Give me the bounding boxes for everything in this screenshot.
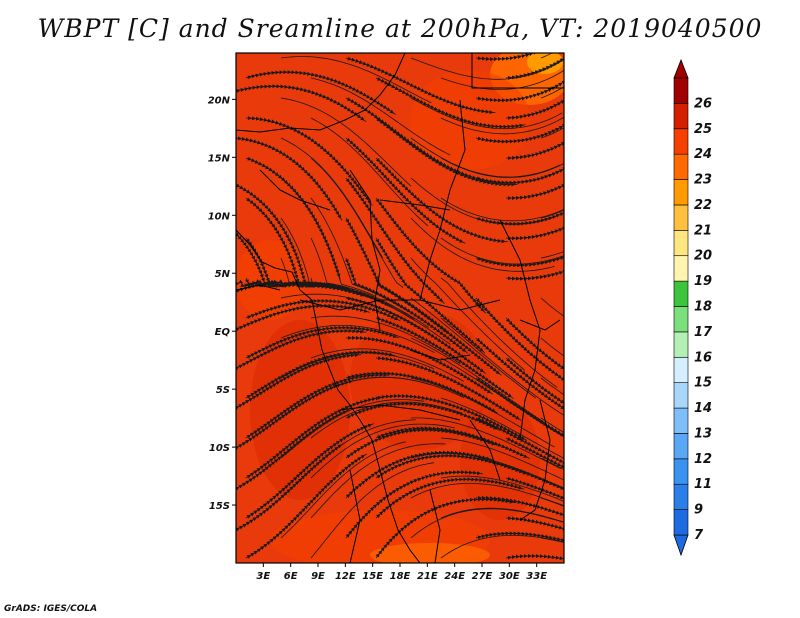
lat-tick-label: 15S <box>209 501 230 512</box>
colorbar-label: 21 <box>694 223 712 238</box>
colorbar-label: 11 <box>694 477 712 492</box>
colorbar-label: 24 <box>694 147 712 162</box>
streamline <box>571 558 729 579</box>
colorbar-label: 12 <box>694 452 712 467</box>
streamline <box>236 303 370 340</box>
colorbar-swatch <box>673 331 689 358</box>
colorbar-swatch <box>673 77 689 104</box>
colorbar-label: 17 <box>694 325 713 340</box>
lon-tick-label: 9E <box>311 571 325 582</box>
lat-tick-label: 5S <box>216 385 230 396</box>
colorbar-label: 20 <box>694 249 712 264</box>
lat-tick-label: EQ <box>215 327 231 338</box>
streamline <box>236 53 357 59</box>
colorbar-label: 7 <box>694 528 704 543</box>
lat-tick-label: 10N <box>208 211 231 222</box>
colorbar-swatch <box>673 407 689 434</box>
lon-tick-label: 3E <box>256 571 270 582</box>
streamline <box>505 220 564 281</box>
streamline <box>540 297 564 317</box>
streamline <box>245 453 367 559</box>
colorbar-swatch <box>673 255 689 282</box>
colorbar-swatch <box>673 458 689 485</box>
colorbar-swatch <box>673 382 689 409</box>
colorbar-swatch <box>673 433 689 460</box>
map-panel <box>235 0 729 579</box>
colorbar-upper-arrow <box>673 58 689 79</box>
colorbar-label: 25 <box>694 122 712 137</box>
lat-tick-label: 15N <box>208 153 231 164</box>
lon-tick-label: 30E <box>499 571 520 582</box>
streamline <box>505 317 564 404</box>
streamline <box>505 516 564 556</box>
streamline <box>540 337 564 357</box>
lon-tick-label: 24E <box>444 571 465 582</box>
streamline <box>440 535 564 559</box>
streamline <box>571 0 645 78</box>
streamline <box>571 28 657 158</box>
colorbar-label: 22 <box>694 198 712 213</box>
longitude-axis: 3E 6E 9E 12E 15E 18E 21E 24E 27E 30E 33E <box>256 563 547 582</box>
lat-tick-label: 10S <box>209 443 230 454</box>
lon-tick-label: 12E <box>335 571 356 582</box>
lat-tick-label: 20N <box>208 95 231 106</box>
colorbar-swatch <box>673 230 689 257</box>
streamline <box>375 497 516 559</box>
colorbar-label: 15 <box>694 376 712 391</box>
streamline <box>236 279 367 300</box>
streamline <box>505 476 564 530</box>
colorbar-label: 14 <box>694 401 712 416</box>
colorbar-swatch <box>673 483 689 510</box>
latitude-axis: 20N 15N 10N 5N EQ 5S 10S 15S <box>208 95 236 512</box>
lon-tick-label: 27E <box>472 571 493 582</box>
colorbar-swatch <box>673 306 689 333</box>
colorbar-label: 19 <box>694 274 712 289</box>
colorbar-swatch <box>673 280 689 307</box>
lon-tick-label: 6E <box>284 571 298 582</box>
streamline <box>475 53 564 62</box>
colorbar-label: 18 <box>694 300 712 315</box>
colorbar-label: 23 <box>694 173 712 188</box>
streamline <box>236 84 367 123</box>
streamline <box>571 0 650 118</box>
streamline <box>505 437 564 502</box>
country-boundaries <box>236 53 564 563</box>
streamline <box>571 126 680 238</box>
colorbar-label: 13 <box>694 426 712 441</box>
streamline <box>540 377 564 396</box>
colorbar-swatch <box>673 103 689 130</box>
grads-credit: GrADS: IGES/COLA <box>4 604 98 614</box>
colorbar-swatch <box>673 204 689 231</box>
colorbar-swatch <box>673 128 689 155</box>
colorbar-label: 9 <box>694 503 703 518</box>
colorbar-swatch <box>673 179 689 206</box>
colorbar-label: 16 <box>694 350 712 365</box>
colorbar: 7 9 11 12 13 14 15 16 17 18 19 20 21 22 23 24 25 26 <box>673 58 713 557</box>
lon-tick-label: 33E <box>526 571 547 582</box>
streamline <box>571 518 727 546</box>
map-title: WBPT [C] and Sreamline at 200hPa, VT: 20… <box>37 14 763 43</box>
lon-tick-label: 15E <box>362 571 383 582</box>
colorbar-lower-arrow <box>673 534 689 557</box>
colorbar-swatch <box>673 356 689 383</box>
colorbar-label: 26 <box>694 96 712 111</box>
streamline <box>571 74 666 198</box>
lat-tick-label: 5N <box>215 269 231 280</box>
streamline <box>505 357 564 439</box>
streamline <box>310 462 435 559</box>
colorbar-swatch <box>673 153 689 180</box>
colorbar-swatch <box>673 509 689 536</box>
lon-tick-label: 18E <box>390 571 411 582</box>
lon-tick-label: 21E <box>417 571 438 582</box>
streamline <box>505 553 564 563</box>
streamline <box>505 397 564 472</box>
streamline <box>540 53 553 59</box>
